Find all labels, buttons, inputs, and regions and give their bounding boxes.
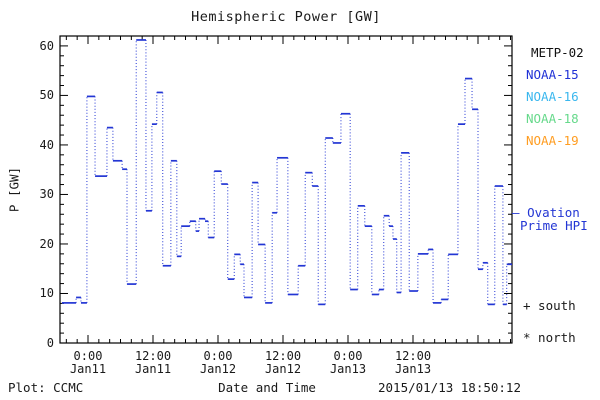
x-tick-label-time: 0:00: [73, 349, 103, 363]
plot-source-label: Plot: CCMC: [8, 380, 84, 395]
legend-marker-south: + south: [523, 298, 576, 313]
y-tick-label: 40: [39, 137, 54, 152]
x-tick-label-date: Jan11: [134, 362, 172, 376]
x-tick-label-date: Jan11: [69, 362, 107, 376]
x-tick-label-date: Jan13: [394, 362, 432, 376]
plot-timestamp: 2015/01/13 18:50:12: [378, 380, 521, 395]
legend-ovation-line2: Prime HPI: [520, 218, 588, 233]
x-tick-label-date: Jan12: [199, 362, 237, 376]
chart-title: Hemispheric Power [GW]: [191, 9, 381, 25]
x-tick-label-date: Jan13: [329, 362, 367, 376]
y-tick-label: 20: [39, 236, 54, 251]
legend-item-noaa19: NOAA-19: [526, 133, 579, 148]
legend-item-metp02: METP-02: [531, 45, 584, 60]
x-tick-label-time: 12:00: [264, 349, 302, 363]
x-axis-title: Date and Time: [218, 380, 316, 395]
legend-item-noaa18: NOAA-18: [526, 111, 579, 126]
y-tick-label: 60: [39, 38, 54, 53]
y-tick-label: 50: [39, 88, 54, 103]
y-tick-label: 30: [39, 187, 54, 202]
y-tick-label: 10: [39, 286, 54, 301]
legend-ovation-line1: — Ovation: [512, 206, 580, 220]
legend-item-noaa16: NOAA-16: [526, 89, 579, 104]
legend-item-noaa15: NOAA-15: [526, 67, 579, 82]
x-tick-label-date: Jan12: [264, 362, 302, 376]
x-tick-label-time: 12:00: [394, 349, 432, 363]
x-tick-label-time: 0:00: [333, 349, 363, 363]
axes-box: [59, 35, 513, 344]
legend-ovation-label: Ovation: [527, 205, 580, 220]
legend-marker-north: * north: [523, 330, 576, 345]
line-sample-icon: —: [512, 205, 520, 220]
y-tick-label: 0: [46, 336, 54, 350]
x-tick-label-time: 0:00: [203, 349, 233, 363]
x-tick-label-time: 12:00: [134, 349, 172, 363]
